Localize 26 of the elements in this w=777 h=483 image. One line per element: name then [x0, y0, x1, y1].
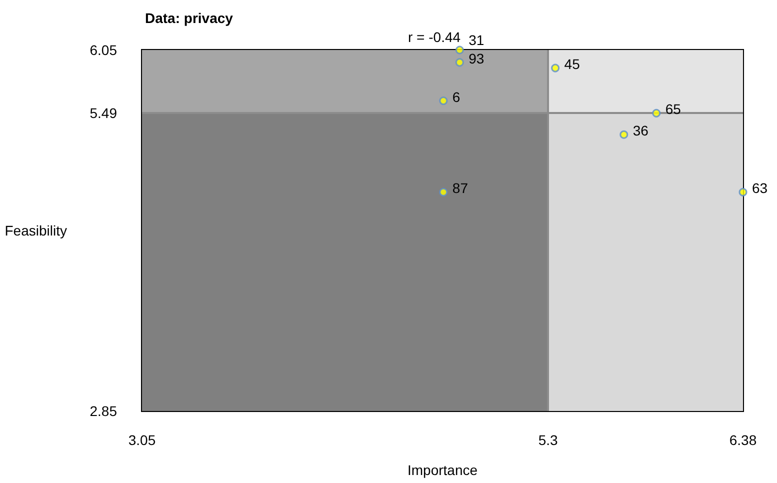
point — [551, 64, 560, 72]
y-axis-title: Feasibility — [4, 222, 67, 238]
x-tick-label: 6.38 — [729, 432, 757, 448]
point — [620, 130, 628, 139]
y-tick-label: 5.49 — [90, 105, 118, 122]
text: r = -0.44 — [408, 29, 461, 45]
annotation: 6 — [452, 88, 460, 105]
x-tick-label: 5.3 — [538, 432, 558, 448]
x-axis-title: Importance — [407, 462, 478, 478]
chart-title: Data: privacy — [145, 10, 234, 26]
annotation: 31 — [468, 32, 484, 48]
annotation: 36 — [632, 122, 649, 139]
point — [738, 188, 748, 196]
x-tick-label: 3.05 — [128, 432, 156, 448]
point — [455, 58, 464, 67]
annotation: 45 — [564, 56, 580, 72]
annotation: 87 — [452, 180, 468, 196]
annotation: 65 — [665, 101, 682, 118]
point — [439, 188, 448, 196]
y-tick-label: 6.05 — [90, 42, 118, 58]
annotation: 93 — [468, 50, 484, 66]
annotation: 63 — [752, 180, 768, 196]
point — [455, 46, 464, 54]
y-tick-label: 2.85 — [90, 403, 118, 419]
point — [652, 108, 661, 118]
point — [439, 96, 448, 106]
